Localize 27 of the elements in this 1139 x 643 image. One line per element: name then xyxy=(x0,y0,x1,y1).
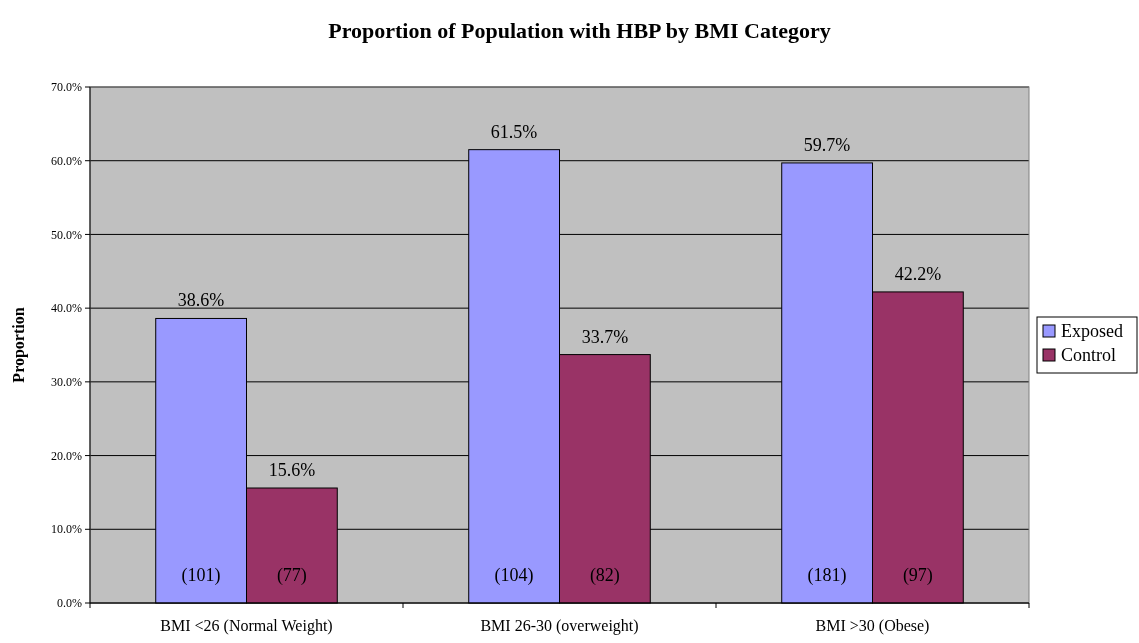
annotation: (82) xyxy=(589,565,620,586)
y-tick-label: 40.0% xyxy=(51,301,82,316)
legend-label: Exposed xyxy=(1061,321,1123,342)
y-axis-title: Proportion xyxy=(10,307,28,383)
y-tick-label: 70.0% xyxy=(51,80,82,95)
y-tick-label: 30.0% xyxy=(51,375,82,390)
y-tick-label: 0.0% xyxy=(57,596,82,611)
annotation: (97) xyxy=(902,565,933,586)
data-label: 15.6% xyxy=(268,460,316,481)
x-tick-label: BMI 26-30 (overweight) xyxy=(480,617,639,635)
data-label: 61.5% xyxy=(490,121,538,142)
annotation: (104) xyxy=(494,565,534,586)
y-tick-label: 50.0% xyxy=(51,227,82,242)
annotation: (101) xyxy=(181,565,221,586)
y-tick-label: 10.0% xyxy=(51,522,82,537)
data-label: 33.7% xyxy=(581,326,629,347)
annotation: (77) xyxy=(276,565,307,586)
data-label: 42.2% xyxy=(894,263,942,284)
data-label: 38.6% xyxy=(177,290,225,311)
x-tick-label: BMI <26 (Normal Weight) xyxy=(160,617,333,635)
chart-title: Proportion of Population with HBP by BMI Category xyxy=(328,18,831,43)
data-label: 59.7% xyxy=(803,134,851,155)
annotation: (181) xyxy=(807,565,847,586)
legend-label: Control xyxy=(1061,345,1117,366)
x-tick-label: BMI >30 (Obese) xyxy=(815,617,930,635)
y-tick-label: 20.0% xyxy=(51,448,82,463)
y-tick-label: 60.0% xyxy=(51,153,82,168)
